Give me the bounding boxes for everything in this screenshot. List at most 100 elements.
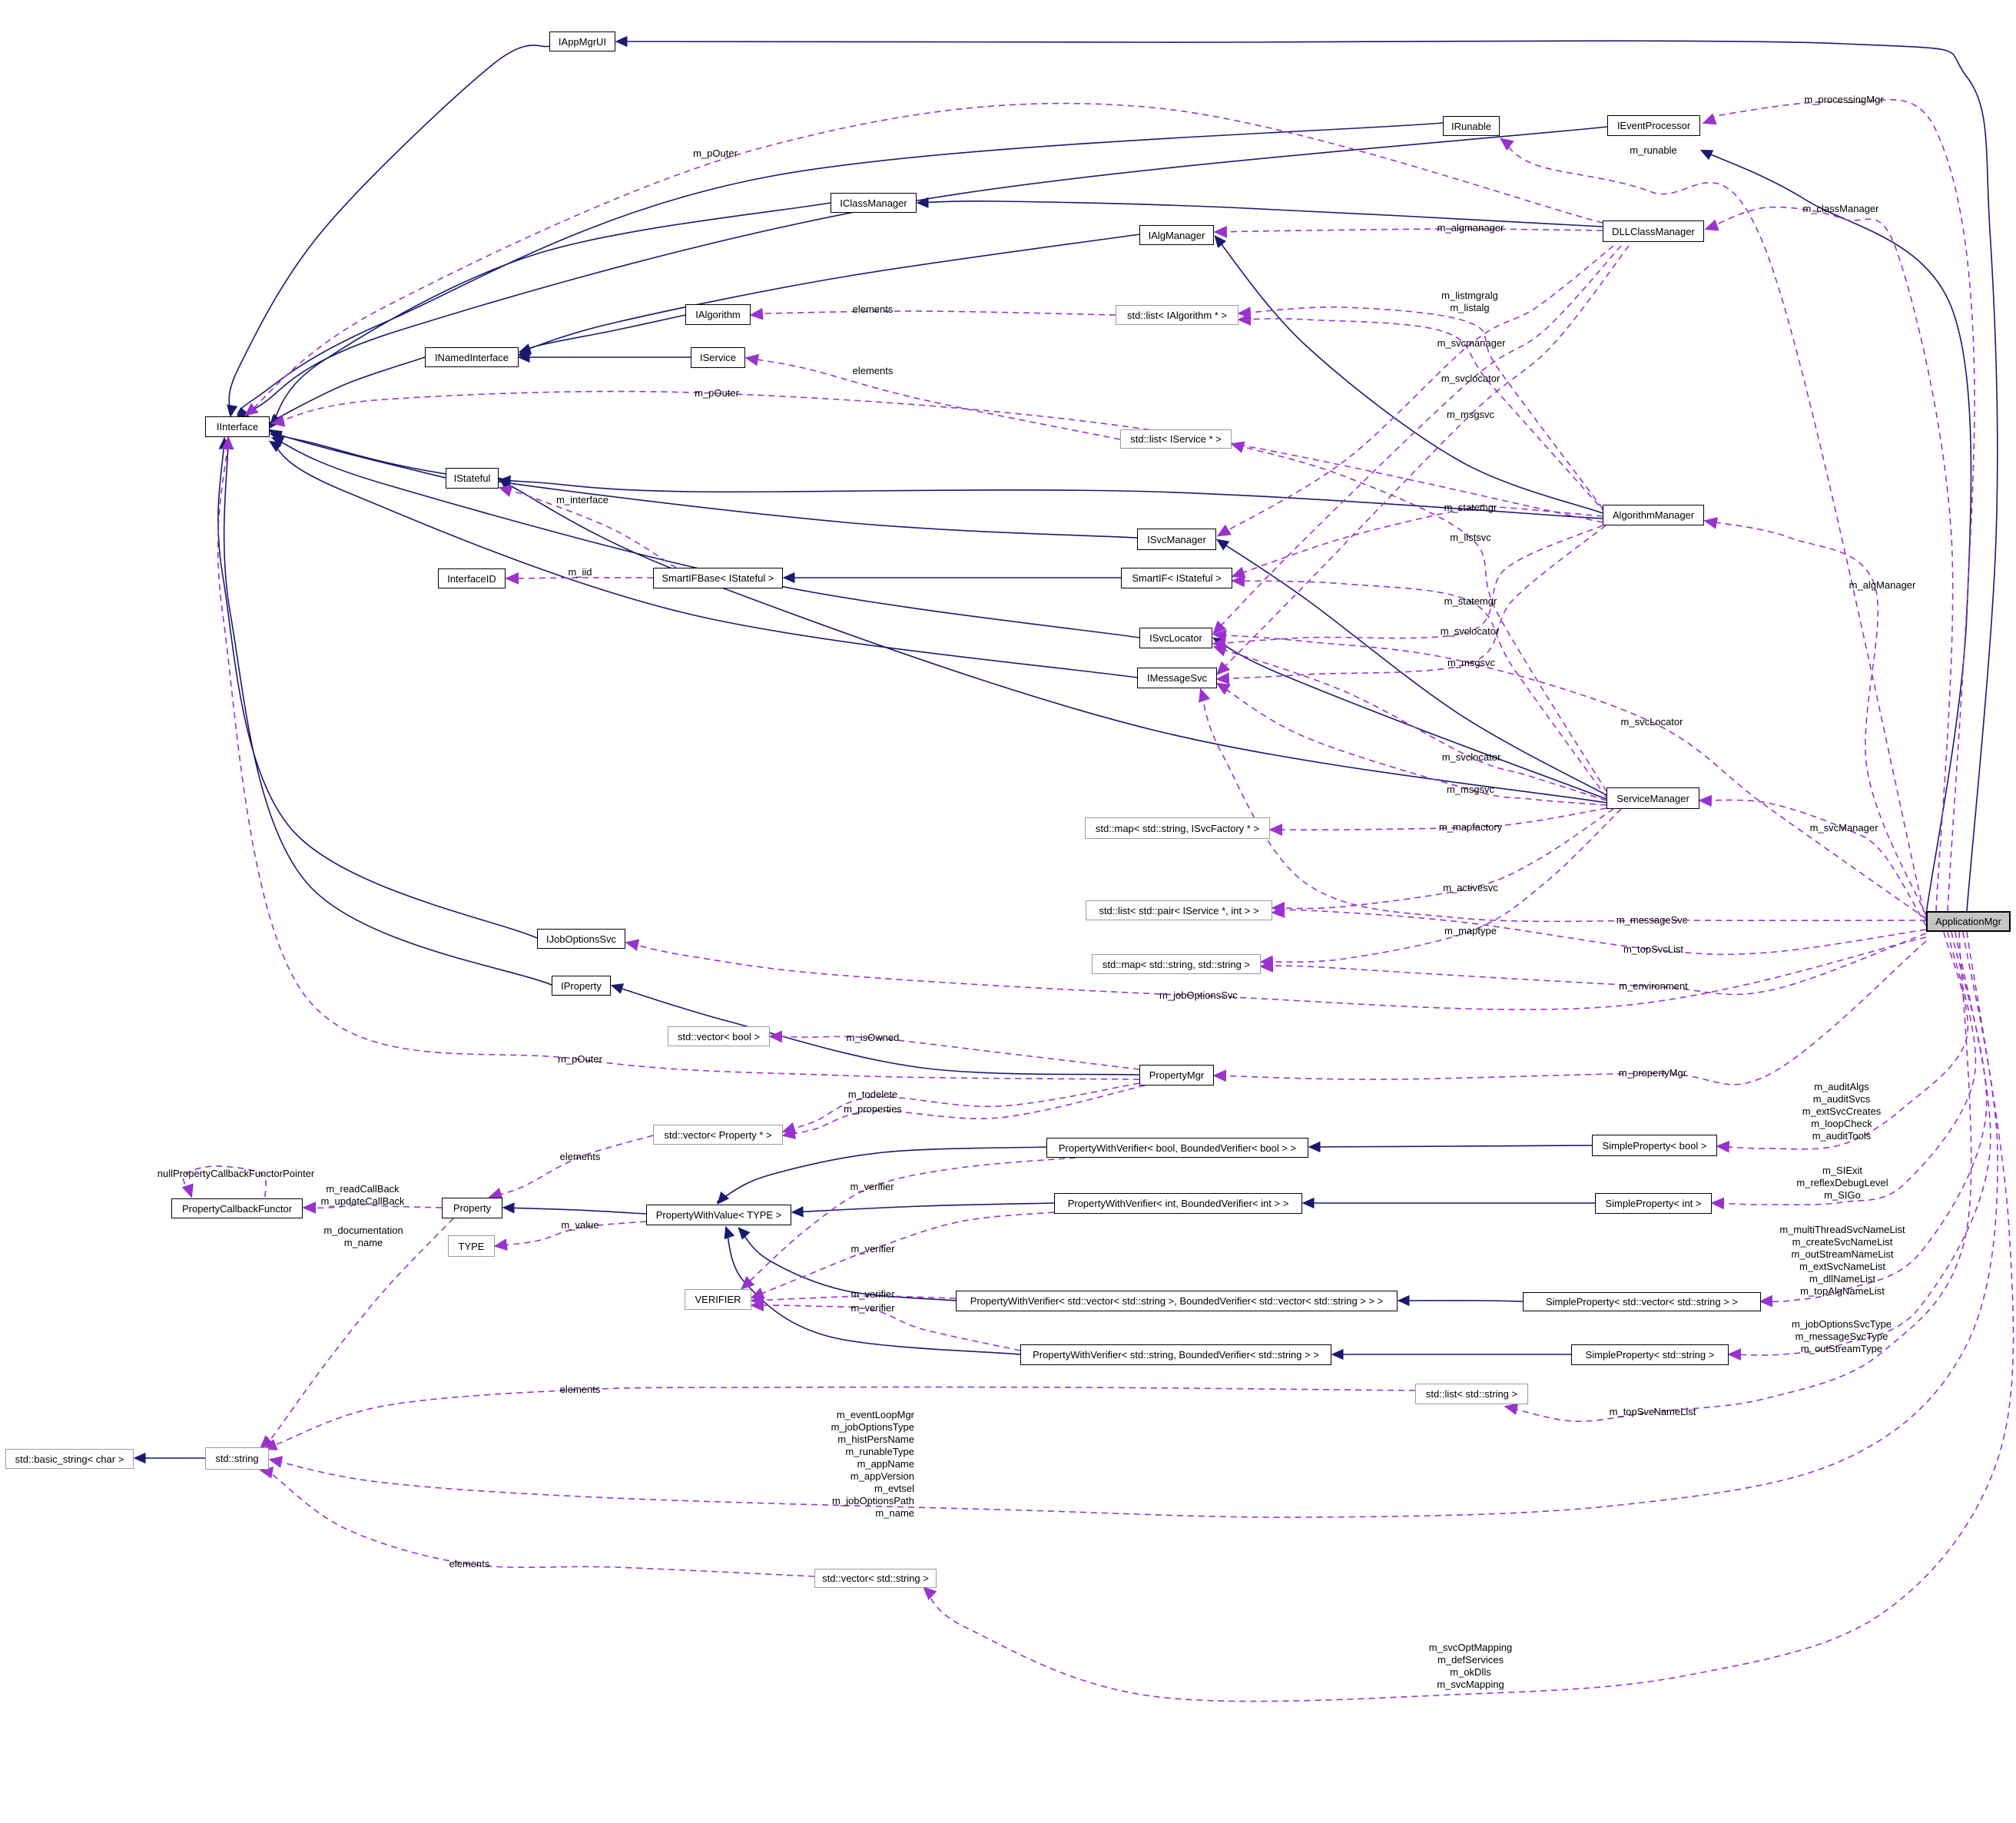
node-listIService[interactable]: std::list< IService * > <box>1120 429 1232 449</box>
node-listString[interactable]: std::list< std::string > <box>1415 1384 1528 1404</box>
node-mapSvcFactory[interactable]: std::map< std::string, ISvcFactory * > <box>1085 817 1270 839</box>
usage-edge <box>1230 441 1607 792</box>
node-PWVint[interactable]: PropertyWithVerifier< int, BoundedVerifi… <box>1054 1193 1302 1214</box>
node-IAppMgrUI[interactable]: IAppMgrUI <box>549 31 615 51</box>
node-SPstring[interactable]: SimpleProperty< std::string > <box>1571 1344 1729 1365</box>
node-IService[interactable]: IService <box>691 347 745 368</box>
inheritance-edge <box>916 197 1603 227</box>
node-vectorPropertyPtr[interactable]: std::vector< Property * > <box>653 1125 783 1145</box>
usage-edge <box>1268 807 1607 836</box>
usage-edge <box>488 1135 654 1200</box>
inheritance-edge <box>268 356 426 426</box>
node-vectorString[interactable]: std::vector< std::string > <box>814 1569 937 1588</box>
usage-edge <box>1237 306 1603 509</box>
usage-edge <box>1259 808 1622 968</box>
node-IAlgManager[interactable]: IAlgManager <box>1139 225 1214 245</box>
edge-label: m_pOuter <box>695 387 739 399</box>
edge-label: m_svcmanager <box>1437 337 1506 349</box>
usage-edge <box>1727 931 1991 1361</box>
node-ISvcManager[interactable]: ISvcManager <box>1137 529 1216 550</box>
usage-edge <box>1271 906 1927 956</box>
usage-edge <box>1702 98 1975 912</box>
node-PWVbool[interactable]: PropertyWithVerifier< bool, BoundedVerif… <box>1046 1138 1308 1158</box>
node-PropertyWithValue[interactable]: PropertyWithValue< TYPE > <box>646 1205 791 1225</box>
inheritance-edge <box>268 429 446 479</box>
usage-edge <box>1215 682 1607 806</box>
edge-label: m_msgsvc <box>1446 784 1495 795</box>
node-IMessageSvc[interactable]: IMessageSvc <box>1137 668 1217 688</box>
node-AlgorithmManager[interactable]: AlgorithmManager <box>1603 505 1704 525</box>
node-ServiceManager[interactable]: ServiceManager <box>1606 787 1699 809</box>
edge-label: m_statemgr <box>1444 595 1497 607</box>
edge-label: m_statemgr <box>1444 502 1497 513</box>
node-mapStringString[interactable]: std::map< std::string, std::string > <box>1092 954 1261 974</box>
node-PropertyCallbackFunctor[interactable]: PropertyCallbackFunctor <box>171 1198 303 1218</box>
node-TYPE[interactable]: TYPE <box>448 1235 495 1257</box>
node-SmartIFBase[interactable]: SmartIFBase< IStateful > <box>653 568 783 588</box>
usage-edge <box>781 1085 1146 1139</box>
usage-edge <box>749 307 1116 320</box>
edge-label: m_jobOptionsSvcType m_messageSvcType m_o… <box>1791 1318 1892 1354</box>
edge-label: m_svclocator <box>1440 625 1500 637</box>
node-basicString[interactable]: std::basic_string< char > <box>5 1449 134 1469</box>
node-VERIFIER[interactable]: VERIFIER <box>685 1289 751 1310</box>
usage-edge <box>750 1299 1021 1351</box>
node-ISvcLocator[interactable]: ISvcLocator <box>1139 628 1212 648</box>
usage-edge <box>1231 575 1607 798</box>
node-IAlgorithm[interactable]: IAlgorithm <box>685 304 751 325</box>
edge-label: m_verifier <box>850 1181 894 1192</box>
inheritance-edge <box>502 1202 647 1215</box>
node-IProperty[interactable]: IProperty <box>552 976 611 996</box>
usage-edge <box>1216 245 1630 675</box>
edge-label: m_verifier <box>850 1302 895 1314</box>
edge-label: m_svcLocator <box>1620 716 1683 728</box>
node-SmartIF[interactable]: SmartIF< IStateful > <box>1121 568 1232 588</box>
node-listIAlgorithm[interactable]: std::list< IAlgorithm * > <box>1116 305 1238 325</box>
usage-edge <box>744 353 1121 440</box>
node-SPbool[interactable]: SimpleProperty< bool > <box>1592 1135 1717 1156</box>
node-IClassManager[interactable]: IClassManager <box>831 193 917 213</box>
edge-label: m_readCallBack m_updateCallBack <box>320 1183 405 1207</box>
inheritance-edge <box>716 1146 1047 1205</box>
edge-label: m_SIExit m_reflexDebugLevel m_SIGo <box>1796 1165 1888 1201</box>
inheritance-edge <box>217 436 538 939</box>
inheritance-edge <box>1216 539 1607 796</box>
node-PWVstring[interactable]: PropertyWithVerifier< std::string, Bound… <box>1020 1344 1331 1365</box>
node-stdString[interactable]: std::string <box>205 1447 269 1470</box>
usage-edge <box>1212 525 1603 649</box>
inheritance-edge <box>1308 1141 1593 1153</box>
node-PWVvector[interactable]: PropertyWithVerifier< std::vector< std::… <box>956 1291 1398 1311</box>
node-listPairService[interactable]: std::list< std::pair< IService *, int > … <box>1086 900 1272 920</box>
edge-label: m_processingMgr <box>1804 94 1884 105</box>
edge-label: elements <box>852 303 894 315</box>
node-IStateful[interactable]: IStateful <box>446 468 499 489</box>
usage-edge <box>750 1294 957 1307</box>
edge-label: m_listsvc <box>1450 532 1491 543</box>
edge-label: m_value <box>561 1219 599 1231</box>
node-IRunable[interactable]: IRunable <box>1443 116 1500 136</box>
usage-edge <box>1237 313 1606 514</box>
node-PropertyMgr[interactable]: PropertyMgr <box>1139 1065 1214 1086</box>
node-Property[interactable]: Property <box>442 1198 502 1218</box>
node-IJobOptionsSvc[interactable]: IJobOptionsSvc <box>537 929 625 949</box>
node-SPvector[interactable]: SimpleProperty< std::vector< std::string… <box>1523 1292 1761 1311</box>
usage-edge <box>244 102 1603 416</box>
node-SPint[interactable]: SimpleProperty< int > <box>1595 1193 1712 1214</box>
node-IEventProcessor[interactable]: IEventProcessor <box>1607 115 1700 136</box>
inheritance-edge <box>222 436 552 986</box>
edge-label: m_pOuter <box>693 147 738 159</box>
usage-edge <box>181 1165 267 1198</box>
edge-label: m_verifier <box>850 1288 895 1300</box>
node-INamedInterface[interactable]: INamedInterface <box>425 347 519 367</box>
node-InterfaceID[interactable]: InterfaceID <box>438 568 506 588</box>
usage-edge <box>1716 931 1969 1153</box>
inheritance-edge <box>269 440 1138 678</box>
usage-edge <box>1213 225 1603 238</box>
inheritance-edge <box>610 983 1140 1076</box>
usage-edge <box>1199 688 1927 923</box>
node-vectorBool[interactable]: std::vector< bool > <box>668 1026 770 1046</box>
node-IInterface[interactable]: IInterface <box>205 416 270 437</box>
edge-label: m_pOuter <box>558 1053 602 1065</box>
node-DLLClassManager[interactable]: DLLClassManager <box>1603 220 1704 242</box>
edge-label: m_classManager <box>1802 203 1879 214</box>
